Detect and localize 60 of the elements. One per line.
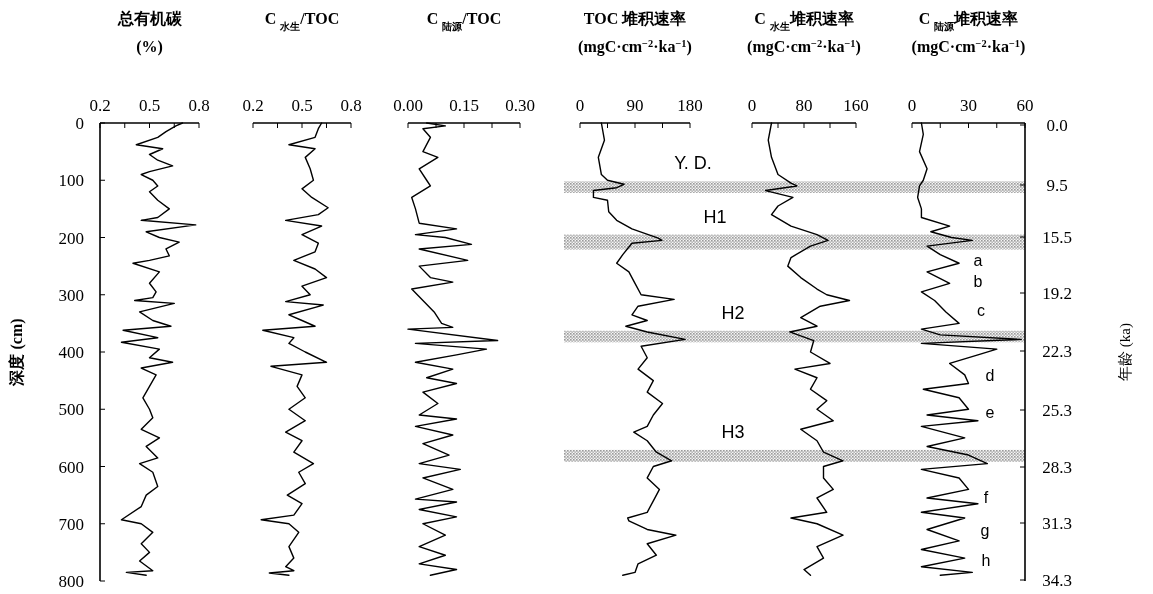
chart-title: C $_{陆源}$堆积速率 [918, 9, 1019, 32]
x-tick-label: 0.15 [449, 96, 479, 115]
x-axis-title: (%) [136, 38, 163, 56]
y-tick-label: 500 [58, 400, 84, 420]
annotation: d [985, 367, 995, 384]
x-tick-label: 30 [960, 96, 977, 115]
annotation: f [983, 489, 989, 506]
text: H1 [703, 206, 727, 227]
x-tick-label: 0.00 [393, 96, 423, 115]
y-tick-label: 100 [58, 171, 84, 191]
y-tick-label: 700 [58, 514, 84, 534]
chart-title: C $_{水生}$堆积速率 [754, 9, 854, 32]
y-axis-title: 深度 (cm) [7, 318, 26, 387]
annotation: g [980, 522, 990, 539]
annotation: h [981, 552, 991, 569]
text: 15.5 [1042, 228, 1072, 247]
x-tick-label: 0 [575, 96, 585, 115]
annotation: e [985, 404, 995, 421]
text: 0.0 [1046, 116, 1068, 135]
chart-title: TOC 堆积速率 [583, 9, 687, 27]
y2-axis-title: 年龄 (ka) [1117, 323, 1134, 381]
y-tick-label: 400 [58, 343, 84, 362]
x-tick-label: 0.2 [242, 96, 264, 115]
x-axis-title: (mgC·cm$^{−2}$·ka$^{−1}$) [747, 37, 861, 56]
text: 22.3 [1042, 342, 1072, 361]
text: 19.2 [1042, 284, 1072, 303]
y-tick-label: 0 [75, 114, 84, 133]
x-tick-label: 0.5 [291, 96, 313, 115]
text: 25.3 [1042, 401, 1072, 420]
y-tick-label: 300 [58, 285, 84, 305]
chart-title: 总有机碳 [116, 10, 183, 27]
x-tick-label: 0 [907, 96, 917, 115]
x-tick-label: 0.8 [340, 96, 362, 115]
x-tick-label: 0.30 [505, 96, 535, 115]
annotation: c [977, 302, 985, 319]
text: 34.3 [1042, 571, 1072, 590]
x-tick-label: 0.8 [188, 96, 210, 115]
x-tick-label: 0.5 [138, 96, 161, 115]
x-tick-label: 160 [843, 96, 869, 115]
x-tick-label: 80 [795, 96, 813, 115]
annotation: a [973, 252, 983, 269]
x-tick-label: 180 [677, 96, 703, 115]
text: 28.3 [1042, 458, 1072, 477]
x-axis-title: (mgC·cm$^{−2}$·ka$^{−1}$) [578, 37, 692, 56]
y-tick-label: 800 [58, 572, 84, 591]
x-tick-label: 0 [747, 96, 757, 115]
text: 31.3 [1042, 514, 1072, 533]
x-tick-label: 60 [1016, 96, 1034, 115]
chart-title: C $_{陆源}$/TOC [426, 10, 502, 32]
x-axis-title: (mgC·cm$^{−2}$·ka$^{−1}$) [911, 37, 1026, 56]
y-tick-label: 200 [58, 228, 84, 248]
annotation: b [973, 273, 983, 290]
text: H3 [721, 421, 745, 442]
x-tick-label: 0.2 [89, 96, 111, 115]
text: 9.5 [1046, 176, 1068, 195]
annotation: Y. D. [674, 153, 712, 174]
x-tick-label: 90 [626, 96, 644, 115]
y-tick-label: 600 [58, 457, 84, 477]
text: H2 [721, 302, 745, 323]
chart-title: C $_{水生}$/TOC [264, 10, 340, 32]
